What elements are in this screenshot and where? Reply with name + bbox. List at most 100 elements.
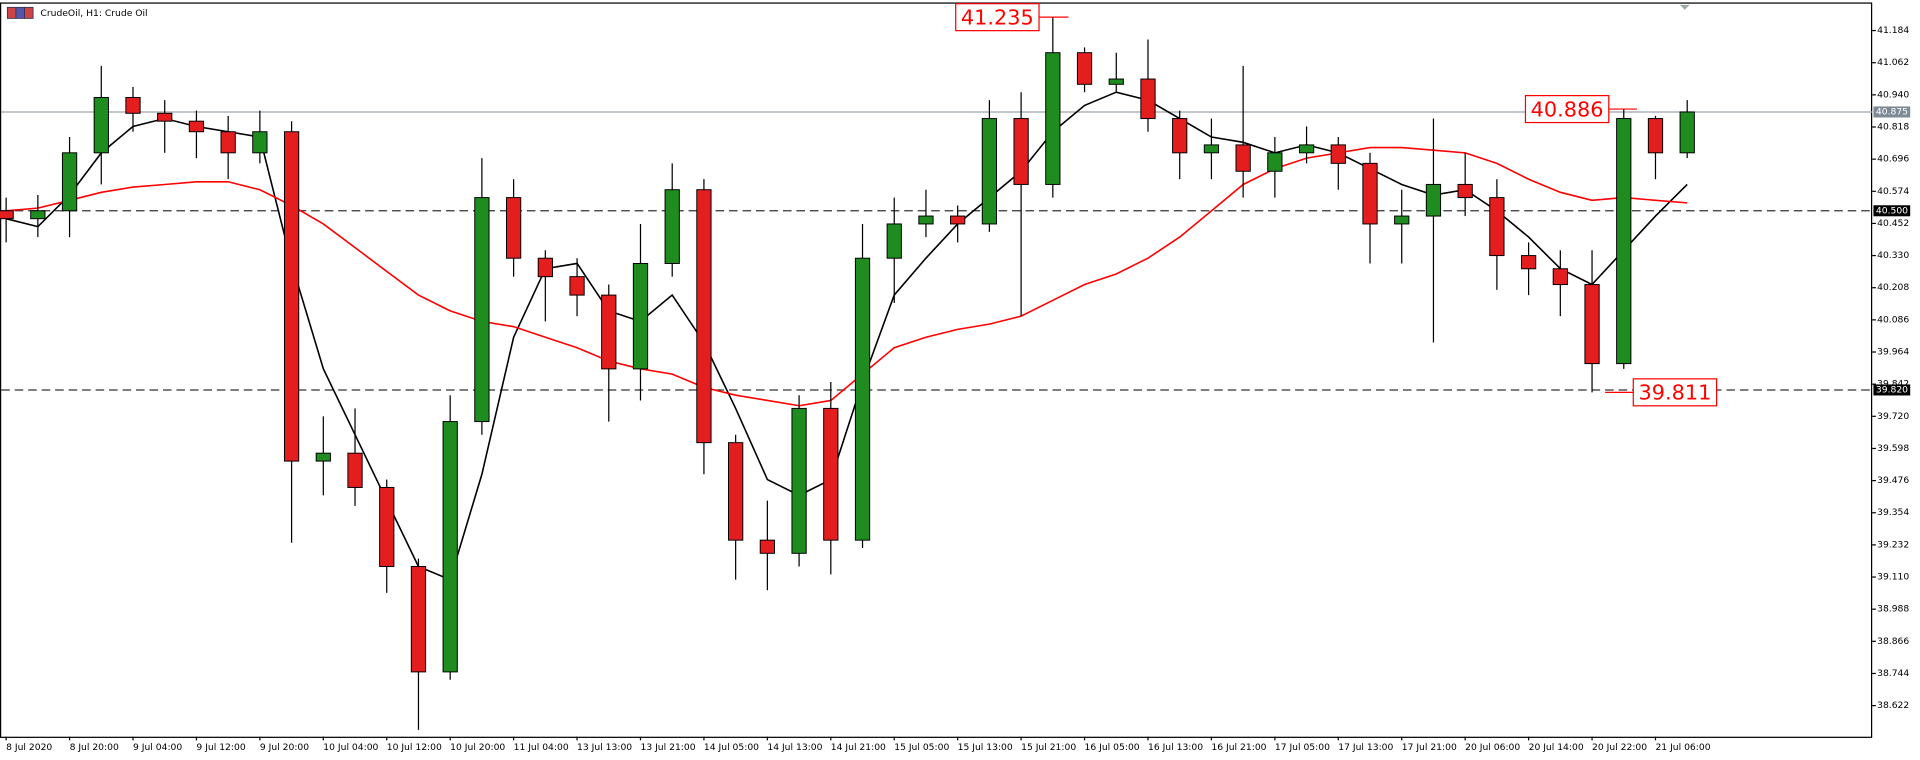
y-tick-label: 40.818 bbox=[1877, 121, 1909, 132]
candle-body bbox=[220, 131, 236, 154]
candle-body bbox=[537, 257, 553, 278]
candle-body bbox=[1045, 52, 1061, 185]
y-tick-label: 40.452 bbox=[1877, 218, 1909, 229]
candle-body bbox=[1076, 52, 1093, 85]
x-tick-label: 14 Jul 13:00 bbox=[767, 742, 822, 753]
x-tick-label: 9 Jul 20:00 bbox=[260, 742, 309, 753]
level-label: 39.820 bbox=[1876, 384, 1908, 395]
x-tick-label: 8 Jul 2020 bbox=[6, 742, 52, 753]
plot-frame bbox=[0, 2, 1873, 738]
y-tick-label: 39.354 bbox=[1877, 507, 1909, 518]
y-tick-label: 39.476 bbox=[1877, 475, 1909, 486]
candle-body bbox=[347, 452, 363, 488]
price-label-box bbox=[1632, 378, 1718, 407]
y-tick-label: 38.866 bbox=[1877, 636, 1909, 647]
price-label-text: 40.886 bbox=[1531, 97, 1604, 121]
price-label: 40.886 bbox=[1524, 94, 1637, 124]
candle-body bbox=[886, 223, 902, 259]
candle-body bbox=[664, 189, 680, 264]
candle-body bbox=[0, 210, 14, 220]
y-tick-label: 39.110 bbox=[1877, 572, 1909, 583]
level-label: 40.500 bbox=[1876, 205, 1908, 216]
price-label-text: 39.811 bbox=[1639, 381, 1712, 405]
candle-body bbox=[1425, 183, 1442, 217]
x-tick-label: 10 Jul 12:00 bbox=[387, 742, 442, 753]
y-tick-label: 39.964 bbox=[1877, 347, 1909, 358]
candle-body bbox=[1520, 255, 1537, 270]
level-label-box bbox=[1873, 205, 1911, 217]
x-tick-label: 9 Jul 12:00 bbox=[196, 742, 245, 753]
candle-body bbox=[1362, 162, 1378, 225]
candles bbox=[0, 17, 1695, 730]
y-tick-label: 38.744 bbox=[1877, 668, 1909, 679]
x-tick-label: 20 Jul 14:00 bbox=[1529, 742, 1584, 753]
icon-part bbox=[24, 6, 34, 19]
candle-body bbox=[1298, 144, 1315, 154]
x-tick-label: 11 Jul 04:00 bbox=[514, 742, 569, 753]
shift-marker bbox=[1679, 4, 1690, 10]
x-tick-label: 20 Jul 06:00 bbox=[1465, 742, 1520, 753]
candle-body bbox=[252, 131, 268, 154]
candle-body bbox=[442, 421, 458, 673]
candle-body bbox=[728, 442, 744, 541]
x-tick-label: 14 Jul 21:00 bbox=[831, 742, 886, 753]
candle-body bbox=[1457, 183, 1473, 199]
candle-body bbox=[759, 539, 775, 554]
y-tick-label: 40.086 bbox=[1877, 314, 1909, 325]
candle-body bbox=[854, 257, 871, 541]
candle-body bbox=[632, 262, 649, 370]
y-tick-label: 40.330 bbox=[1877, 250, 1909, 261]
x-tick-label: 16 Jul 13:00 bbox=[1148, 742, 1203, 753]
y-tick-label: 39.598 bbox=[1877, 443, 1909, 454]
candle-body bbox=[791, 407, 807, 554]
y-tick-label: 38.988 bbox=[1877, 604, 1909, 615]
y-tick-label: 41.062 bbox=[1877, 57, 1909, 68]
candle-body bbox=[823, 407, 839, 541]
candle-body bbox=[61, 152, 78, 212]
candle-body bbox=[1489, 197, 1505, 257]
candle-body bbox=[981, 118, 998, 225]
chart-title: CrudeOil, H1: Crude Oil bbox=[40, 8, 147, 19]
candle-body bbox=[1140, 78, 1156, 120]
y-tick-label: 39.720 bbox=[1877, 411, 1909, 422]
candle-body bbox=[601, 294, 617, 370]
candle-body bbox=[157, 112, 173, 122]
y-tick-label: 40.208 bbox=[1877, 282, 1909, 293]
candle-body bbox=[1647, 118, 1664, 154]
x-tick-label: 15 Jul 21:00 bbox=[1021, 742, 1076, 753]
candle-body bbox=[1394, 215, 1410, 225]
candle-body bbox=[1616, 118, 1632, 365]
x-tick-label: 15 Jul 13:00 bbox=[958, 742, 1013, 753]
price-label-text: 41.235 bbox=[961, 5, 1034, 29]
candle-body bbox=[696, 189, 712, 444]
candle-body bbox=[379, 486, 395, 567]
y-tick-label: 40.940 bbox=[1877, 89, 1909, 100]
x-tick-label: 21 Jul 06:00 bbox=[1655, 742, 1710, 753]
x-tick-label: 14 Jul 05:00 bbox=[704, 742, 759, 753]
x-tick-label: 13 Jul 21:00 bbox=[640, 742, 695, 753]
x-tick-label: 16 Jul 21:00 bbox=[1211, 742, 1266, 753]
y-tick-label: 40.696 bbox=[1877, 154, 1909, 165]
candle-body bbox=[505, 197, 522, 259]
x-tick-label: 10 Jul 04:00 bbox=[323, 742, 378, 753]
y-tick-label: 38.622 bbox=[1877, 700, 1909, 711]
candle-body bbox=[1203, 144, 1220, 154]
x-tick-label: 15 Jul 05:00 bbox=[894, 742, 949, 753]
icon-part bbox=[15, 6, 25, 19]
x-tick-label: 8 Jul 20:00 bbox=[70, 742, 119, 753]
candle-body bbox=[1552, 268, 1568, 286]
candle-body bbox=[93, 96, 109, 154]
x-tick-label: 17 Jul 21:00 bbox=[1402, 742, 1457, 753]
price-label-box bbox=[955, 3, 1040, 32]
level-label-box bbox=[1873, 106, 1911, 118]
candle-body bbox=[569, 276, 585, 296]
price-label: 39.811 bbox=[1605, 378, 1718, 407]
candle-body bbox=[30, 210, 46, 220]
icon-part bbox=[6, 6, 17, 19]
symbol-icon bbox=[6, 6, 34, 19]
candle-body bbox=[125, 96, 141, 114]
x-tick-label: 9 Jul 04:00 bbox=[133, 742, 182, 753]
candle-body bbox=[410, 566, 427, 673]
